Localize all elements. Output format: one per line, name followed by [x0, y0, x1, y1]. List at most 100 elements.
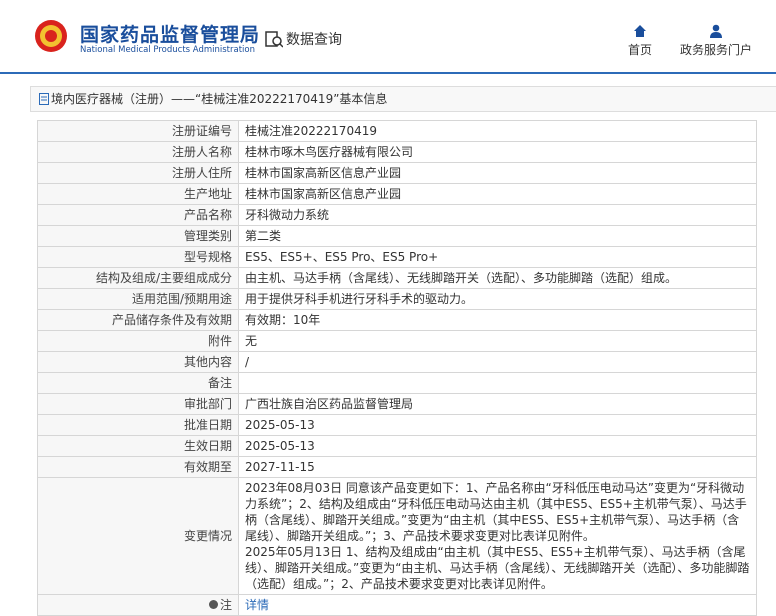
value-text: 桂械注准20222170419 — [245, 124, 377, 138]
value-text: / — [245, 355, 250, 369]
table-row: 适用范围/预期用途 用于提供牙科手机进行牙科手术的驱动力。 — [37, 288, 757, 310]
row-label: 备注 — [37, 372, 239, 394]
label-text: 备注 — [207, 376, 232, 390]
logo — [35, 20, 67, 52]
value-paragraph: 2023年08月03日 同意该产品变更如下：1、产品名称由“牙科低压电动马达”变… — [245, 481, 747, 543]
row-value: 由主机、马达手柄（含尾线）、无线脚踏开关（选配）、多功能脚踏（选配）组成。 — [238, 267, 757, 289]
breadcrumb-text: 境内医疗器械（注册）——“桂械注准20222170419”基本信息 — [51, 92, 388, 106]
row-value: 2025-05-13 — [238, 435, 757, 457]
row-label: 生效日期 — [37, 435, 239, 457]
label-text: 注册证编号 — [171, 124, 232, 138]
table-row: 管理类别 第二类 — [37, 225, 757, 247]
row-label: 附件 — [37, 330, 239, 352]
table-row: 审批部门 广西壮族自治区药品监督管理局 — [37, 393, 757, 415]
label-text: 结构及组成/主要组成成分 — [95, 271, 232, 285]
label-text: 注册人住所 — [171, 166, 232, 180]
row-label: 适用范围/预期用途 — [37, 288, 239, 310]
row-label: 注册人住所 — [37, 162, 239, 184]
site-title: 国家药品监督管理局 — [80, 24, 261, 46]
table-row: 结构及组成/主要组成成分 由主机、马达手柄（含尾线）、无线脚踏开关（选配）、多功能… — [37, 267, 757, 289]
table-row: 型号规格 ES5、ES5+、ES5 Pro、ES5 Pro+ — [37, 246, 757, 268]
row-value: 2027-11-15 — [238, 456, 757, 478]
table-row: 备注 — [37, 372, 757, 394]
nav-home[interactable]: 首页 — [595, 24, 685, 58]
table-row: 注详情 — [37, 594, 757, 616]
table-row: 注册人住所 桂林市国家高新区信息产业园 — [37, 162, 757, 184]
table-row: 有效期至 2027-11-15 — [37, 456, 757, 478]
row-label: 批准日期 — [37, 414, 239, 436]
label-text: 产品储存条件及有效期 — [111, 313, 232, 327]
value-text: 2025-05-13 — [245, 418, 315, 432]
row-label: 注册证编号 — [37, 120, 239, 142]
label-text: 审批部门 — [183, 397, 232, 411]
row-label: 注册人名称 — [37, 141, 239, 163]
row-label: 审批部门 — [37, 393, 239, 415]
value-text: 2027-11-15 — [245, 460, 315, 474]
label-text: 变更情况 — [183, 529, 232, 543]
row-label: 产品储存条件及有效期 — [37, 309, 239, 331]
search-text: 数据查询 — [286, 32, 342, 48]
table-row: 产品储存条件及有效期 有效期：10年 — [37, 309, 757, 331]
table-row: 注册人名称 桂林市啄木鸟医疗器械有限公司 — [37, 141, 757, 163]
row-label: 有效期至 — [37, 456, 239, 478]
nav-text: 政务服务门户 — [679, 43, 752, 57]
value-text: 2025-05-13 — [245, 439, 315, 453]
value-paragraph: 2025年05月13日 1、结构及组成由“由主机（其中ES5、ES5+主机带气泵… — [245, 545, 750, 591]
label-text: 生产地址 — [183, 187, 232, 201]
row-label: 生产地址 — [37, 183, 239, 205]
row-value: 桂林市啄木鸟医疗器械有限公司 — [238, 141, 757, 163]
row-value: 2023年08月03日 同意该产品变更如下：1、产品名称由“牙科低压电动马达”变… — [238, 477, 757, 595]
value-text: 用于提供牙科手机进行牙科手术的驱动力。 — [245, 292, 474, 306]
help-icon — [208, 600, 218, 609]
label-text: 其他内容 — [183, 355, 232, 369]
home-icon — [634, 25, 646, 37]
label-text: 附件 — [207, 334, 232, 348]
row-label: 产品名称 — [37, 204, 239, 226]
table-row: 注册证编号 桂械注准20222170419 — [37, 120, 757, 142]
label-text: 适用范围/预期用途 — [131, 292, 232, 306]
label-text: 型号规格 — [183, 250, 232, 264]
doc-icon — [39, 93, 49, 105]
table-row: 变更情况 2023年08月03日 同意该产品变更如下：1、产品名称由“牙科低压电动… — [37, 477, 757, 595]
row-value: 桂械注准20222170419 — [238, 120, 757, 142]
value-text: 第二类 — [245, 229, 282, 243]
label-text: 有效期至 — [183, 460, 232, 474]
row-label: 变更情况 — [37, 477, 239, 595]
table-row: 附件无 — [37, 330, 757, 352]
nav-text: 首页 — [627, 43, 652, 57]
row-value: 桂林市国家高新区信息产业园 — [238, 162, 757, 184]
search-link[interactable]: 数据查询 — [265, 29, 342, 49]
value-text: ES5、ES5+、ES5 Pro、ES5 Pro+ — [245, 250, 439, 264]
label-text: 注 — [219, 598, 232, 612]
row-label: 结构及组成/主要组成成分 — [37, 267, 239, 289]
row-value: 第二类 — [238, 225, 757, 247]
row-value: 用于提供牙科手机进行牙科手术的驱动力。 — [238, 288, 757, 310]
label-text: 注册人名称 — [171, 145, 232, 159]
label-text: 生效日期 — [183, 439, 232, 453]
value-text: 桂林市国家高新区信息产业园 — [245, 166, 402, 180]
row-value — [238, 372, 757, 394]
value-text: 有效期：10年 — [245, 313, 321, 327]
value-text: 桂林市国家高新区信息产业园 — [245, 187, 402, 201]
value-text: 无 — [245, 334, 258, 348]
nav-portal[interactable]: 政务服务门户 — [671, 24, 761, 58]
label-text: 管理类别 — [183, 229, 232, 243]
row-value: 2025-05-13 — [238, 414, 757, 436]
row-label: 型号规格 — [37, 246, 239, 268]
row-value: 有效期：10年 — [238, 309, 757, 331]
row-value: 详情 — [238, 594, 757, 616]
label-text: 产品名称 — [183, 208, 232, 222]
table-row: 产品名称 牙科微动力系统 — [37, 204, 757, 226]
row-value: 牙科微动力系统 — [238, 204, 757, 226]
row-label: 注 — [37, 594, 239, 616]
row-value: 广西壮族自治区药品监督管理局 — [238, 393, 757, 415]
value-text: 牙科微动力系统 — [245, 208, 330, 222]
row-value: / — [238, 351, 757, 373]
row-value: 无 — [238, 330, 757, 352]
table-row: 生产地址 桂林市国家高新区信息产业园 — [37, 183, 757, 205]
row-label: 其他内容 — [37, 351, 239, 373]
breadcrumb: 境内医疗器械（注册）——“桂械注准20222170419”基本信息 — [30, 86, 776, 112]
detail-link[interactable]: 详情 — [245, 598, 270, 612]
label-text: 批准日期 — [183, 418, 232, 432]
